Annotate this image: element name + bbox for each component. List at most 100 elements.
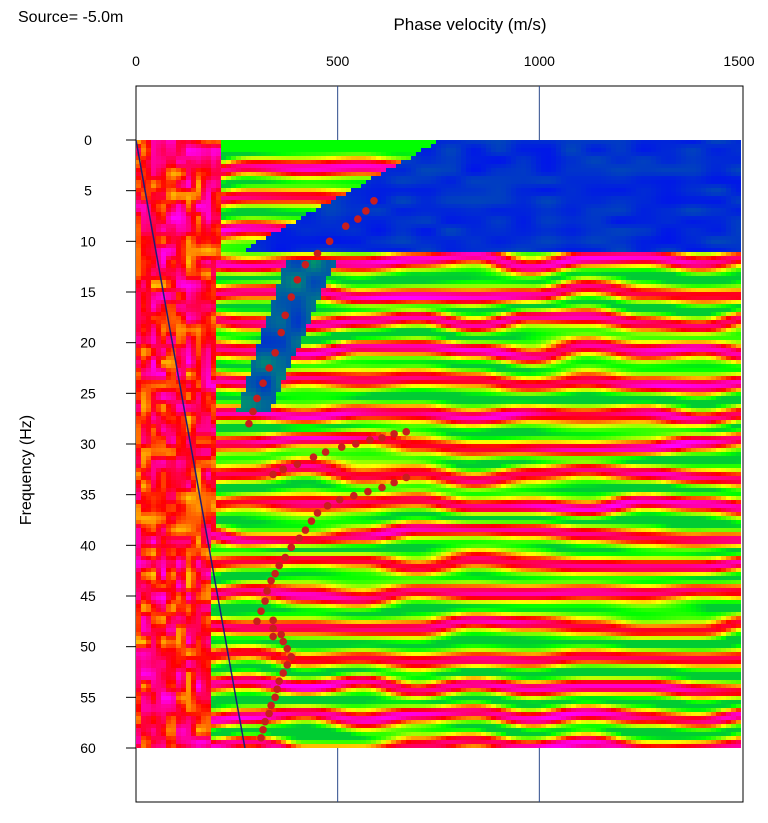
heatmap-cell <box>496 192 502 197</box>
heatmap-cell <box>156 176 162 181</box>
heatmap-cell <box>146 296 152 301</box>
heatmap-cell <box>381 296 387 301</box>
heatmap-cell <box>681 196 687 201</box>
heatmap-cell <box>661 180 667 185</box>
heatmap-cell <box>691 176 697 181</box>
heatmap-cell <box>396 172 402 177</box>
heatmap-cell <box>671 208 677 213</box>
heatmap-cell <box>491 296 497 301</box>
heatmap-cell <box>651 192 657 197</box>
heatmap-cell <box>456 248 462 253</box>
heatmap-cell <box>286 164 292 169</box>
heatmap-cell <box>536 200 542 205</box>
heatmap-cell <box>361 288 367 293</box>
heatmap-cell <box>516 216 522 221</box>
heatmap-cell <box>571 228 577 233</box>
heatmap-cell <box>516 252 522 257</box>
heatmap-cell <box>346 176 352 181</box>
heatmap-cell <box>551 160 557 165</box>
heatmap-cell <box>261 200 267 205</box>
heatmap-cell <box>246 220 252 225</box>
heatmap-cell <box>711 168 717 173</box>
heatmap-cell <box>696 152 702 157</box>
heatmap-cell <box>551 240 557 245</box>
heatmap-cell <box>376 156 382 161</box>
heatmap-cell <box>736 164 742 169</box>
heatmap-cell <box>266 232 272 237</box>
heatmap-cell <box>356 276 362 281</box>
heatmap-cell <box>196 216 202 221</box>
heatmap-cell <box>236 152 242 157</box>
heatmap-cell <box>351 268 357 273</box>
heatmap-cell <box>506 216 512 221</box>
heatmap-cell <box>601 140 607 145</box>
heatmap-cell <box>611 224 617 229</box>
heatmap-cell <box>551 156 557 161</box>
heatmap-cell <box>691 300 697 305</box>
heatmap-cell <box>291 140 297 145</box>
heatmap-cell <box>551 284 557 289</box>
heatmap-cell <box>571 256 577 261</box>
heatmap-cell <box>591 228 597 233</box>
heatmap-cell <box>136 224 142 229</box>
heatmap-cell <box>191 264 197 269</box>
heatmap-cell <box>511 280 517 285</box>
heatmap-cell <box>466 240 472 245</box>
heatmap-cell <box>246 200 252 205</box>
heatmap-cell <box>471 232 477 237</box>
heatmap-cell <box>546 280 552 285</box>
heatmap-cell <box>331 264 337 269</box>
heatmap-cell <box>516 244 522 249</box>
heatmap-cell <box>281 164 287 169</box>
heatmap-cell <box>496 148 502 153</box>
heatmap-cell <box>421 260 427 265</box>
heatmap-cell <box>236 172 242 177</box>
heatmap-cell <box>486 248 492 253</box>
heatmap-cell <box>726 256 732 261</box>
heatmap-cell <box>336 180 342 185</box>
heatmap-cell <box>676 208 682 213</box>
heatmap-cell <box>396 276 402 281</box>
heatmap-cell <box>186 224 192 229</box>
heatmap-cell <box>706 236 712 241</box>
heatmap-cell <box>306 148 312 153</box>
heatmap-cell <box>711 176 717 181</box>
heatmap-cell <box>571 284 577 289</box>
heatmap-cell <box>596 188 602 193</box>
heatmap-cell <box>336 276 342 281</box>
heatmap-cell <box>476 164 482 169</box>
heatmap-cell <box>136 228 142 233</box>
heatmap-cell <box>186 148 192 153</box>
heatmap-cell <box>261 252 267 257</box>
heatmap-cell <box>326 296 332 301</box>
heatmap-cell <box>591 176 597 181</box>
heatmap-cell <box>641 168 647 173</box>
heatmap-cell <box>351 224 357 229</box>
heatmap-cell <box>491 228 497 233</box>
heatmap-cell <box>241 152 247 157</box>
heatmap-cell <box>221 284 227 289</box>
heatmap-cell <box>486 252 492 257</box>
heatmap-cell <box>316 172 322 177</box>
heatmap-cell <box>576 224 582 229</box>
heatmap-cell <box>596 192 602 197</box>
heatmap-cell <box>231 180 237 185</box>
heatmap-cell <box>541 252 547 257</box>
heatmap-cell <box>161 240 167 245</box>
heatmap-cell <box>271 244 277 249</box>
heatmap-cell <box>571 144 577 149</box>
heatmap-cell <box>546 236 552 241</box>
heatmap-cell <box>366 236 372 241</box>
heatmap-cell <box>366 140 372 145</box>
heatmap-cell <box>291 252 297 257</box>
heatmap-cell <box>216 232 222 237</box>
heatmap-cell <box>481 260 487 265</box>
heatmap-cell <box>431 300 437 305</box>
heatmap-cell <box>476 148 482 153</box>
heatmap-cell <box>571 300 577 305</box>
heatmap-cell <box>566 216 572 221</box>
heatmap-cell <box>411 260 417 265</box>
heatmap-cell <box>646 300 652 305</box>
heatmap-cell <box>136 204 142 209</box>
heatmap-cell <box>176 240 182 245</box>
